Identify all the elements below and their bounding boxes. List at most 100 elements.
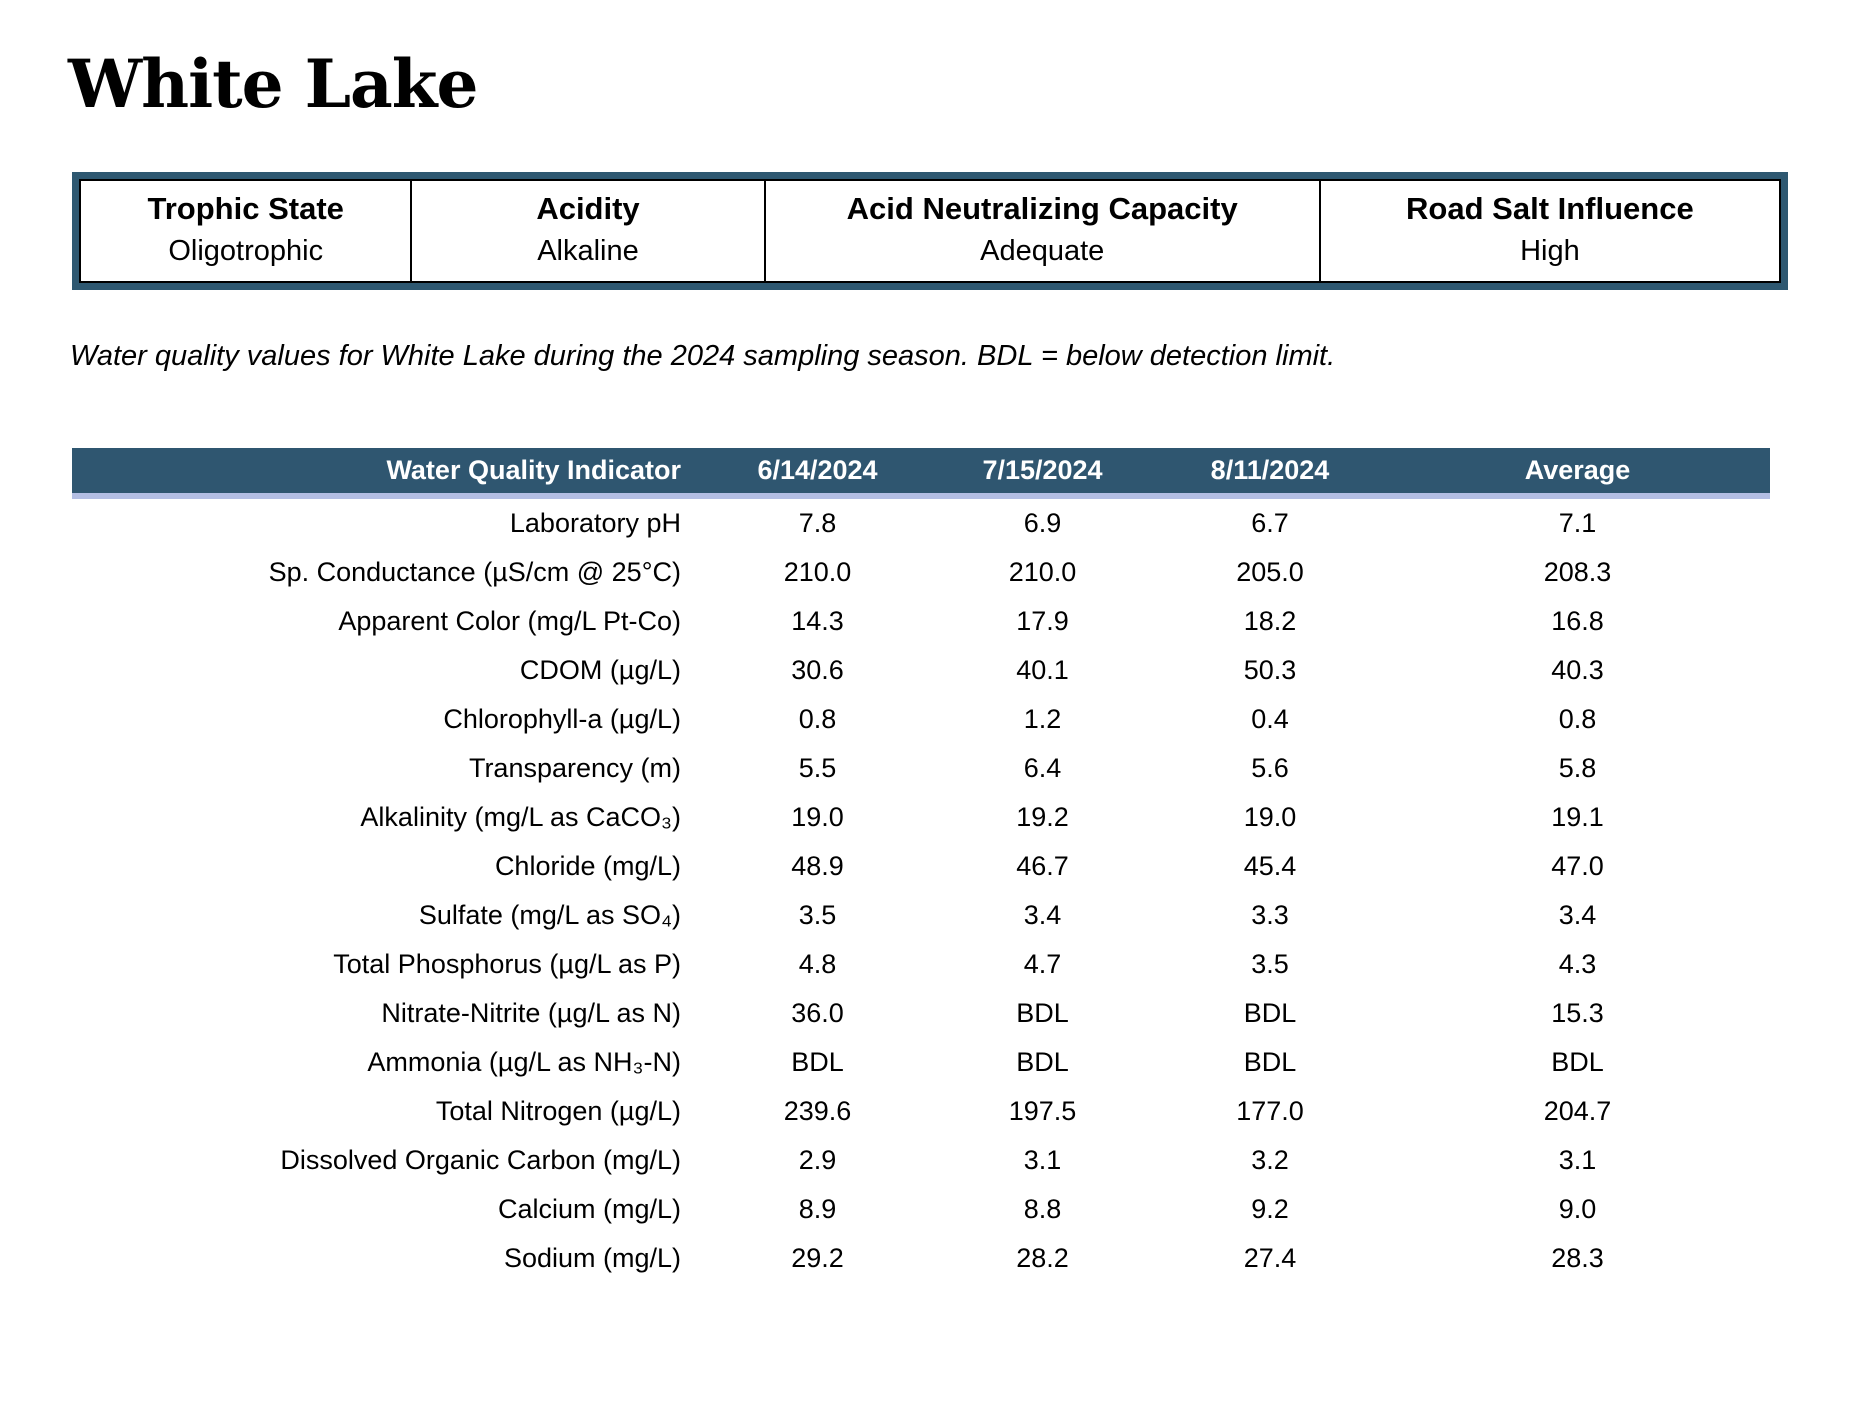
table-row: Apparent Color (mg/L Pt-Co) 14.3 17.9 18.2 1… <box>72 597 1770 646</box>
value-cell: 208.3 <box>1543 557 1612 587</box>
classification-cell-road-salt-influence: Road Salt Influence High <box>1318 181 1779 281</box>
value-cell: 19.2 <box>1016 802 1069 832</box>
water-quality-table-header: Water Quality Indicator 6/14/2024 7/15/2… <box>72 448 1770 493</box>
column-header-date-1: 6/14/2024 <box>757 455 878 485</box>
indicator-label: CDOM (µg/L) <box>519 655 681 685</box>
value-cell: 27.4 <box>1243 1243 1297 1273</box>
classification-label: Road Salt Influence <box>1406 191 1694 226</box>
value-cell: 45.4 <box>1243 851 1297 881</box>
indicator-label: Ammonia (µg/L as NH₃-N) <box>367 1047 681 1077</box>
value-cell: 177.0 <box>1236 1096 1304 1126</box>
table-row: Total Phosphorus (µg/L as P) 4.8 4.7 3.5 4.3 <box>72 940 1770 989</box>
classification-cell-acid-neutralizing-capacity: Acid Neutralizing Capacity Adequate <box>763 181 1319 281</box>
value-cell: 210.0 <box>1008 557 1077 587</box>
table-row: Transparency (m) 5.5 6.4 5.6 5.8 <box>72 744 1770 793</box>
value-cell: 19.0 <box>1243 802 1297 832</box>
value-cell: 205.0 <box>1236 557 1304 587</box>
column-header-date-3: 8/11/2024 <box>1210 455 1330 485</box>
value-cell: 3.5 <box>1251 949 1289 979</box>
value-cell: BDL <box>1243 998 1297 1028</box>
value-cell: 48.9 <box>791 851 844 881</box>
value-cell: 40.1 <box>1016 655 1069 685</box>
lake-classification-table: Trophic State Oligotrophic Acidity Alkal… <box>72 172 1788 290</box>
value-cell: 0.8 <box>1558 704 1597 734</box>
indicator-label: Total Nitrogen (µg/L) <box>435 1096 681 1126</box>
table-row: Sodium (mg/L) 29.2 28.2 27.4 28.3 <box>72 1234 1770 1283</box>
value-cell: 18.2 <box>1243 606 1297 636</box>
value-cell: 6.4 <box>1023 753 1062 783</box>
table-row: Sp. Conductance (µS/cm @ 25°C) 210.0 210.0… <box>72 548 1770 597</box>
value-cell: 30.6 <box>791 655 844 685</box>
value-cell: 0.8 <box>798 704 837 734</box>
value-cell: 47.0 <box>1551 851 1604 881</box>
value-cell: 17.9 <box>1016 606 1069 636</box>
value-cell: 4.3 <box>1558 949 1597 979</box>
header-underline <box>72 493 1770 499</box>
indicator-label: Chlorophyll-a (µg/L) <box>443 704 681 734</box>
column-header-average: Average <box>1524 455 1631 485</box>
water-quality-table: Water Quality Indicator 6/14/2024 7/15/2… <box>72 448 1770 1283</box>
water-quality-table-body: Laboratory pH 7.8 6.9 6.7 7.1 Sp. Conductance… <box>72 499 1770 1283</box>
indicator-label: Sulfate (mg/L as SO₄) <box>418 900 681 930</box>
value-cell: 0.4 <box>1251 704 1289 734</box>
value-cell: 46.7 <box>1016 851 1069 881</box>
value-cell: 8.8 <box>1023 1194 1062 1224</box>
table-row: Laboratory pH 7.8 6.9 6.7 7.1 <box>72 499 1770 548</box>
value-cell: 36.0 <box>791 998 844 1028</box>
classification-cell-acidity: Acidity Alkaline <box>410 181 763 281</box>
table-row: Ammonia (µg/L as NH₃-N) BDL BDL BDL BDL <box>72 1038 1770 1087</box>
value-cell: 3.1 <box>1558 1145 1597 1175</box>
classification-value: Adequate <box>980 235 1105 267</box>
column-header-date-2: 7/15/2024 <box>982 455 1103 485</box>
indicator-label: Transparency (m) <box>468 753 681 783</box>
classification-label: Acid Neutralizing Capacity <box>846 191 1238 226</box>
value-cell: 3.3 <box>1251 900 1289 930</box>
table-caption: Water quality values for White Lake duri… <box>70 340 1336 372</box>
indicator-label: Sp. Conductance (µS/cm @ 25°C) <box>268 557 681 587</box>
indicator-label: Sodium (mg/L) <box>503 1243 681 1273</box>
value-cell: BDL <box>1016 998 1069 1028</box>
table-row: CDOM (µg/L) 30.6 40.1 50.3 40.3 <box>72 646 1770 695</box>
table-row: Alkalinity (mg/L as CaCO₃) 19.0 19.2 19.0 19… <box>72 793 1770 842</box>
page-title: White Lake <box>68 45 479 123</box>
value-cell: BDL <box>1243 1047 1297 1077</box>
value-cell: 197.5 <box>1008 1096 1077 1126</box>
value-cell: 15.3 <box>1551 998 1604 1028</box>
value-cell: 3.1 <box>1023 1145 1062 1175</box>
value-cell: 19.0 <box>791 802 844 832</box>
table-row: Nitrate-Nitrite (µg/L as N) 36.0 BDL BDL 15.… <box>72 989 1770 1038</box>
value-cell: 204.7 <box>1543 1096 1612 1126</box>
classification-value: Oligotrophic <box>168 235 324 267</box>
value-cell: 28.2 <box>1016 1243 1069 1273</box>
value-cell: 40.3 <box>1551 655 1604 685</box>
value-cell: 50.3 <box>1243 655 1297 685</box>
indicator-label: Nitrate-Nitrite (µg/L as N) <box>381 998 681 1028</box>
classification-label: Trophic State <box>147 191 344 226</box>
value-cell: 6.7 <box>1251 508 1289 538</box>
indicator-label: Total Phosphorus (µg/L as P) <box>333 949 681 979</box>
value-cell: 6.9 <box>1023 508 1062 538</box>
indicator-label: Calcium (mg/L) <box>497 1194 681 1224</box>
value-cell: 9.2 <box>1251 1194 1289 1224</box>
indicator-label: Dissolved Organic Carbon (mg/L) <box>280 1145 681 1175</box>
value-cell: BDL <box>1551 1047 1604 1077</box>
value-cell: 210.0 <box>783 557 852 587</box>
value-cell: 1.2 <box>1023 704 1062 734</box>
value-cell: BDL <box>791 1047 844 1077</box>
indicator-label: Chloride (mg/L) <box>494 851 681 881</box>
value-cell: 3.2 <box>1251 1145 1289 1175</box>
value-cell: BDL <box>1016 1047 1069 1077</box>
table-row: Calcium (mg/L) 8.9 8.8 9.2 9.0 <box>72 1185 1770 1234</box>
value-cell: 9.0 <box>1558 1194 1597 1224</box>
indicator-label: Apparent Color (mg/L Pt-Co) <box>338 606 681 636</box>
value-cell: 239.6 <box>783 1096 852 1126</box>
value-cell: 14.3 <box>791 606 844 636</box>
indicator-label: Laboratory pH <box>509 508 681 538</box>
value-cell: 5.6 <box>1251 753 1289 783</box>
value-cell: 4.8 <box>798 949 837 979</box>
table-row: Chloride (mg/L) 48.9 46.7 45.4 47.0 <box>72 842 1770 891</box>
value-cell: 3.4 <box>1023 900 1062 930</box>
value-cell: 5.5 <box>798 753 837 783</box>
value-cell: 29.2 <box>791 1243 844 1273</box>
